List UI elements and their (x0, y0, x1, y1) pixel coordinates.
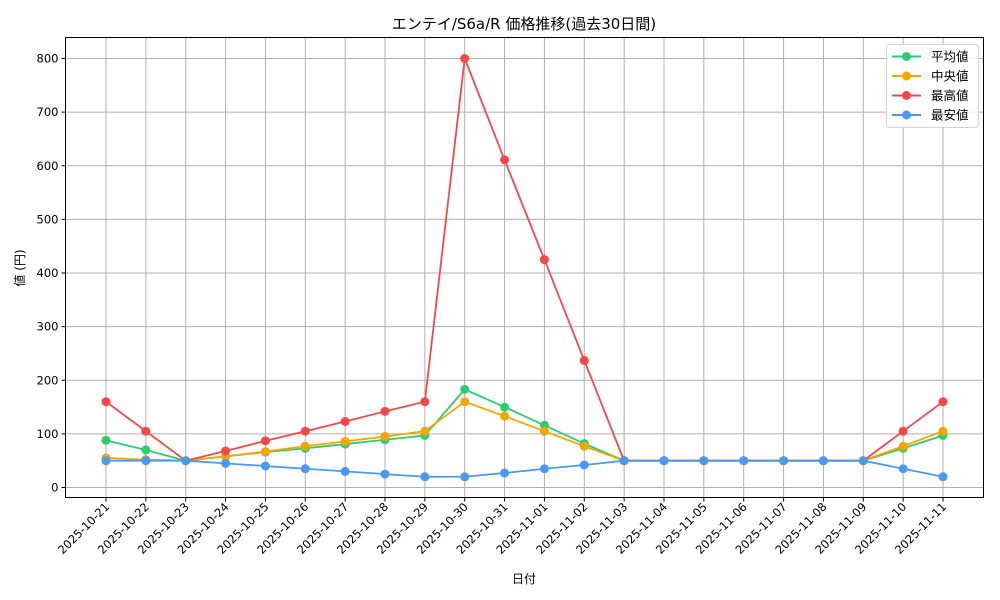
legend-box (886, 44, 979, 128)
legend-marker (902, 91, 911, 100)
data-point (260, 447, 270, 457)
data-point (460, 472, 470, 482)
data-point (340, 436, 350, 446)
data-point (739, 456, 749, 466)
data-point (380, 469, 390, 479)
y-axis-label: 値 (円) (12, 249, 27, 286)
data-point (300, 426, 310, 436)
data-point (579, 355, 589, 365)
data-point (460, 397, 470, 407)
data-point (300, 464, 310, 474)
y-tick-label: 0 (51, 481, 58, 495)
data-point (460, 384, 470, 394)
plot-frame (65, 37, 984, 498)
series-line (105, 400, 944, 462)
data-point (579, 460, 589, 470)
data-point (460, 54, 470, 63)
legend-label: 中央値 (931, 69, 969, 84)
data-point (420, 472, 430, 482)
series-1 (101, 397, 948, 466)
y-tick-label: 400 (37, 266, 59, 280)
chart-title: エンテイ/S6a/R 価格推移(過去30日間) (392, 15, 656, 33)
legend-marker (902, 71, 911, 81)
grid-lines (65, 37, 984, 498)
data-point (938, 426, 948, 436)
data-point (260, 461, 270, 471)
legend-label: 最安値 (931, 108, 969, 123)
data-point (818, 456, 828, 466)
data-point (500, 468, 510, 478)
series-line (106, 459, 944, 478)
x-axis-ticks: 2025-10-212025-10-222025-10-232025-10-24… (55, 497, 949, 557)
legend-label: 最高値 (931, 88, 969, 103)
series-3 (101, 456, 948, 482)
series-line (105, 58, 944, 462)
data-point (260, 436, 270, 446)
data-point (420, 426, 430, 436)
data-point (221, 446, 231, 456)
data-point (101, 456, 111, 466)
data-point (500, 411, 510, 421)
data-point (898, 426, 908, 436)
y-axis-ticks: 0 100 200 300 400 500 600 700 800 (37, 52, 66, 495)
y-tick-label: 600 (37, 159, 59, 173)
data-point (500, 402, 510, 412)
x-axis-label: 日付 (512, 572, 536, 586)
y-tick-label: 300 (37, 320, 59, 334)
y-tick-label: 100 (37, 427, 59, 441)
data-point (539, 255, 549, 265)
y-tick-label: 700 (37, 105, 59, 119)
data-point (300, 441, 310, 451)
data-point (420, 397, 430, 407)
data-point (938, 472, 948, 482)
data-point (101, 397, 111, 407)
legend-marker (902, 52, 911, 61)
legend-label: 平均値 (931, 49, 969, 64)
series-lines (101, 54, 948, 482)
data-point (938, 397, 948, 407)
y-tick-label: 800 (37, 52, 59, 66)
data-point (141, 445, 151, 455)
data-point (141, 456, 151, 466)
data-point (340, 466, 350, 476)
legend-marker (902, 110, 911, 120)
data-point (539, 464, 549, 474)
data-point (141, 426, 151, 436)
data-point (579, 441, 589, 451)
y-tick-label: 500 (37, 212, 59, 226)
data-point (779, 456, 789, 466)
data-point (898, 441, 908, 451)
data-point (340, 417, 350, 427)
data-point (101, 435, 111, 445)
data-point (898, 464, 908, 474)
data-point (221, 458, 231, 468)
data-point (659, 456, 669, 466)
data-point (699, 456, 709, 466)
data-point (380, 432, 390, 442)
data-point (858, 456, 868, 466)
series-2 (101, 54, 948, 466)
data-point (539, 426, 549, 436)
data-point (181, 456, 191, 466)
data-point (500, 155, 510, 165)
y-tick-label: 200 (37, 373, 59, 387)
data-point (380, 406, 390, 416)
data-point (619, 456, 629, 466)
